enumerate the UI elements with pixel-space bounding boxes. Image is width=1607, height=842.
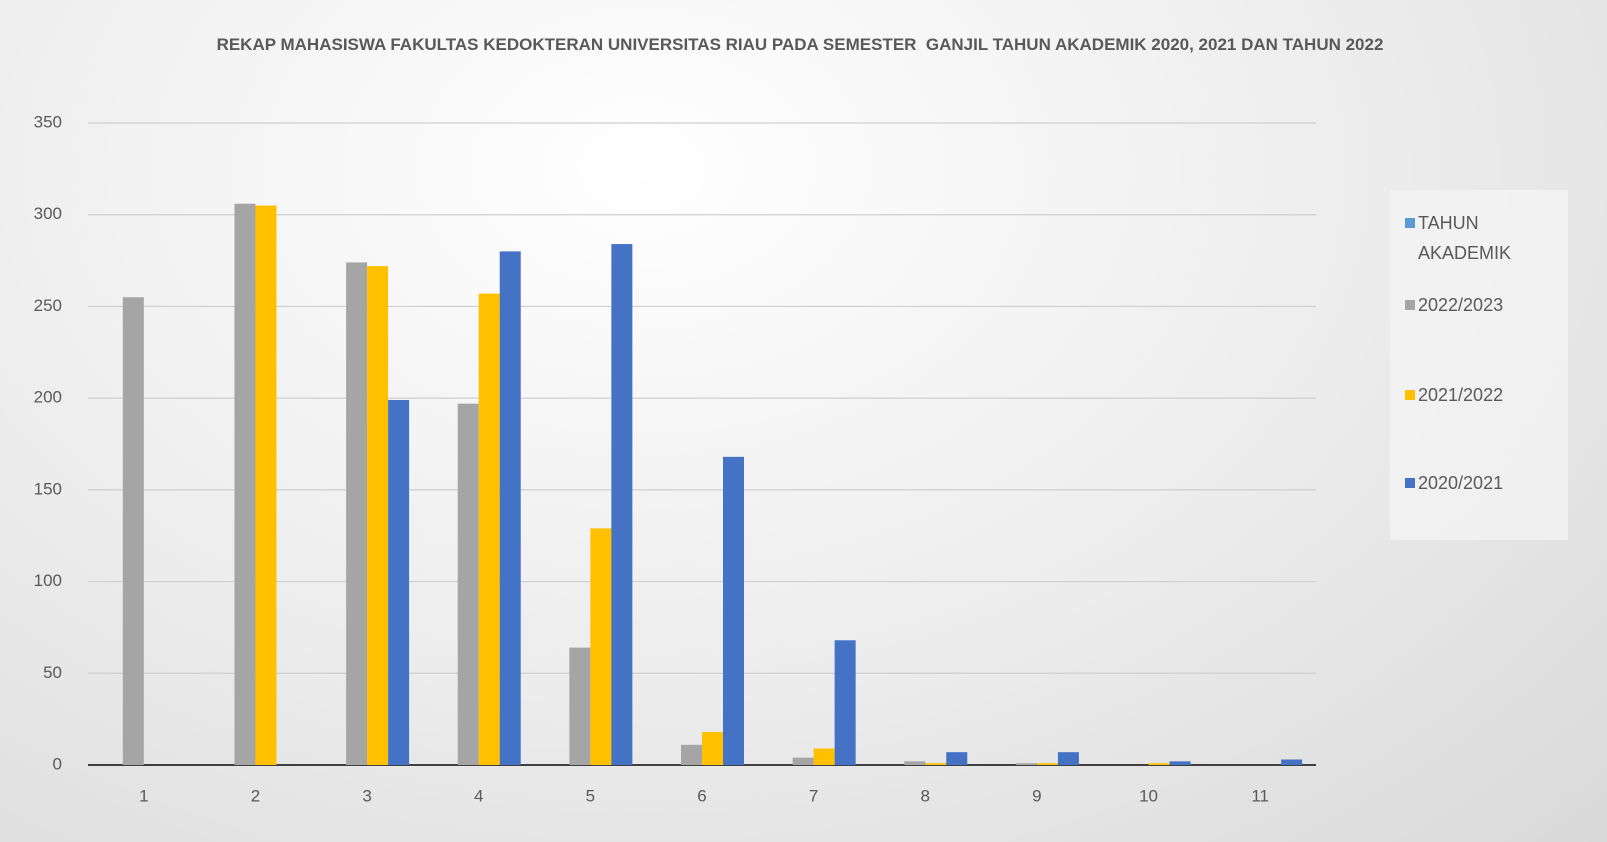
legend-entry: 2021/2022 <box>1405 380 1548 410</box>
bar <box>122 297 144 765</box>
bar <box>834 640 856 765</box>
bar <box>723 456 744 765</box>
legend-swatch <box>1405 300 1415 310</box>
x-tick-label: 4 <box>474 786 483 805</box>
bar <box>590 528 612 765</box>
legend-label: 2020/2021 <box>1418 473 1504 493</box>
bar <box>946 752 968 765</box>
y-tick-label: 50 <box>43 663 62 682</box>
x-tick-label: 11 <box>1251 786 1269 805</box>
bar <box>499 251 521 765</box>
bar <box>1169 761 1191 765</box>
x-tick-label: 1 <box>139 786 148 805</box>
x-tick-label: 2 <box>251 786 260 805</box>
bar <box>457 403 479 765</box>
legend-swatch <box>1405 478 1415 488</box>
x-tick-label: 3 <box>362 786 371 805</box>
bar <box>1281 759 1303 765</box>
y-tick-label: 250 <box>34 296 62 315</box>
bar <box>388 399 410 765</box>
bar <box>1015 763 1037 765</box>
bar <box>346 262 368 765</box>
bar <box>367 266 389 765</box>
bar <box>792 757 814 765</box>
y-tick-label: 100 <box>34 571 62 590</box>
legend: TAHUN AKADEMIK 2022/2023 2021/2022 2020/202… <box>1390 190 1568 540</box>
legend-entry: TAHUN AKADEMIK <box>1405 208 1548 268</box>
bar <box>1148 763 1170 765</box>
y-tick-label: 200 <box>34 388 62 407</box>
bar <box>611 244 633 765</box>
legend-entry: 2020/2021 <box>1405 468 1548 498</box>
bar <box>702 731 723 765</box>
y-tick-label: 0 <box>53 754 62 773</box>
legend-label: 2021/2022 <box>1418 385 1504 405</box>
bar <box>904 761 926 765</box>
bar <box>478 293 500 765</box>
y-tick-label: 350 <box>34 112 62 131</box>
x-tick-label: 7 <box>809 786 818 805</box>
bar <box>569 647 591 765</box>
y-tick-label: 150 <box>34 479 62 498</box>
legend-label: TAHUN AKADEMIK <box>1418 213 1512 263</box>
x-tick-label: 8 <box>921 786 930 805</box>
bar <box>925 763 947 765</box>
chart-title: REKAP MAHASISWA FAKULTAS KEDOKTERAN UNIV… <box>216 35 1384 54</box>
legend-swatch <box>1405 390 1415 400</box>
bar <box>813 748 835 765</box>
bar <box>234 203 256 766</box>
legend-swatch <box>1405 218 1415 228</box>
bar <box>1036 763 1058 765</box>
x-tick-label: 5 <box>586 786 595 805</box>
x-tick-label: 9 <box>1032 786 1041 805</box>
legend-entry: 2022/2023 <box>1405 290 1548 320</box>
legend-label: 2022/2023 <box>1418 295 1504 315</box>
y-tick-label: 300 <box>34 204 62 223</box>
x-tick-label: 10 <box>1139 786 1158 805</box>
bar <box>681 744 702 765</box>
bar <box>255 205 277 766</box>
bar <box>1057 752 1079 765</box>
x-tick-label: 6 <box>697 786 706 805</box>
